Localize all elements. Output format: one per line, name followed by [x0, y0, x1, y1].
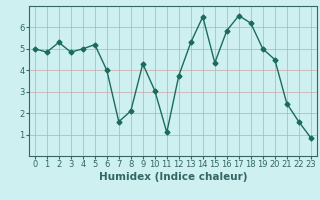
X-axis label: Humidex (Indice chaleur): Humidex (Indice chaleur) [99, 172, 247, 182]
